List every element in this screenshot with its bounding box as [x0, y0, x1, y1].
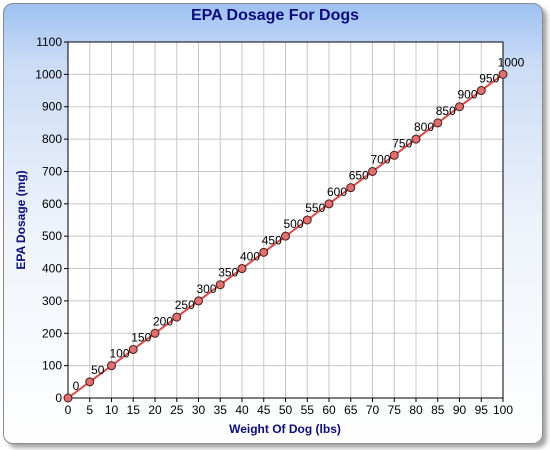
- data-label: 1000: [498, 55, 525, 69]
- x-tick-label: 0: [65, 403, 72, 417]
- data-label: 100: [109, 347, 129, 361]
- data-point: [411, 134, 421, 144]
- data-label: 700: [370, 152, 390, 166]
- chart-title: EPA Dosage For Dogs: [190, 7, 360, 24]
- axis-ticks: 0 5 10 15 20 25 30 35 40 45 50 55 60 65 70 75 80 85 90 95 10…: [35, 35, 513, 417]
- y-tick-label: 200: [42, 326, 62, 340]
- x-tick-label: 45: [257, 403, 271, 417]
- data-label: 750: [392, 136, 412, 150]
- y-tick-label: 1000: [35, 67, 62, 81]
- data-label: 250: [175, 298, 195, 312]
- y-axis-title: EPA Dosage (mg): [14, 170, 28, 269]
- y-tick-label: 300: [42, 294, 62, 308]
- x-tick-label: 85: [431, 403, 445, 417]
- x-tick-label: 95: [475, 403, 489, 417]
- x-tick-label: 20: [148, 403, 162, 417]
- data-point: [433, 118, 443, 128]
- data-label: 500: [283, 217, 303, 231]
- data-label: 900: [457, 88, 477, 102]
- x-tick-label: 75: [388, 403, 402, 417]
- data-label: 550: [305, 201, 325, 215]
- data-label: 150: [131, 330, 151, 344]
- data-label: 950: [479, 72, 499, 86]
- x-tick-label: 65: [344, 403, 358, 417]
- data-point: [498, 69, 508, 79]
- data-point: [324, 199, 334, 209]
- x-tick-label: 25: [170, 403, 184, 417]
- data-label: 850: [436, 104, 456, 118]
- x-tick-label: 40: [235, 403, 249, 417]
- data-point: [476, 86, 486, 96]
- y-tick-label: 1100: [36, 35, 62, 49]
- y-tick-label: 400: [42, 262, 62, 276]
- y-tick-label: 100: [42, 359, 62, 373]
- data-label: 350: [218, 266, 238, 280]
- data-point: [237, 264, 247, 274]
- x-tick-label: 60: [322, 403, 336, 417]
- y-tick-label: 500: [42, 229, 62, 243]
- data-label: 450: [262, 233, 282, 247]
- data-label: 300: [196, 282, 216, 296]
- y-tick-label: 600: [42, 197, 62, 211]
- data-label: 0: [73, 379, 80, 393]
- data-point: [281, 231, 290, 241]
- x-tick-label: 30: [192, 403, 206, 417]
- data-point: [346, 183, 356, 193]
- x-tick-label: 10: [105, 403, 119, 417]
- data-point: [85, 377, 95, 387]
- x-tick-label: 50: [279, 403, 293, 417]
- data-point: [215, 280, 225, 290]
- data-label: 800: [414, 120, 434, 134]
- x-tick-label: 5: [86, 403, 93, 417]
- data-label: 600: [327, 185, 347, 199]
- x-axis-title: Weight Of Dog (lbs): [229, 422, 341, 436]
- x-tick-label: 100: [493, 403, 513, 417]
- x-tick-label: 90: [453, 403, 467, 417]
- y-tick-label: 900: [42, 100, 62, 114]
- x-tick-label: 80: [409, 403, 423, 417]
- data-point: [302, 215, 312, 225]
- data-point: [63, 393, 73, 403]
- data-labels: 0501001502002503003504004505005506006507…: [73, 55, 525, 393]
- data-point: [194, 296, 203, 306]
- y-tick-label: 800: [42, 132, 62, 146]
- y-tick-label: 0: [55, 391, 62, 405]
- series-layer: [63, 69, 508, 403]
- x-tick-label: 15: [127, 403, 141, 417]
- data-point: [259, 247, 269, 257]
- x-tick-label: 35: [214, 403, 228, 417]
- y-tick-label: 700: [42, 164, 62, 178]
- data-label: 200: [153, 314, 173, 328]
- data-label: 400: [240, 250, 260, 264]
- x-tick-label: 55: [301, 403, 315, 417]
- data-point: [107, 361, 116, 371]
- data-point: [128, 344, 138, 354]
- data-label: 50: [91, 363, 105, 377]
- data-point: [389, 150, 399, 160]
- data-point: [150, 328, 160, 338]
- data-point: [455, 102, 464, 112]
- data-point: [172, 312, 182, 322]
- x-tick-label: 70: [366, 403, 380, 417]
- data-point: [368, 166, 377, 176]
- data-label: 650: [349, 169, 369, 183]
